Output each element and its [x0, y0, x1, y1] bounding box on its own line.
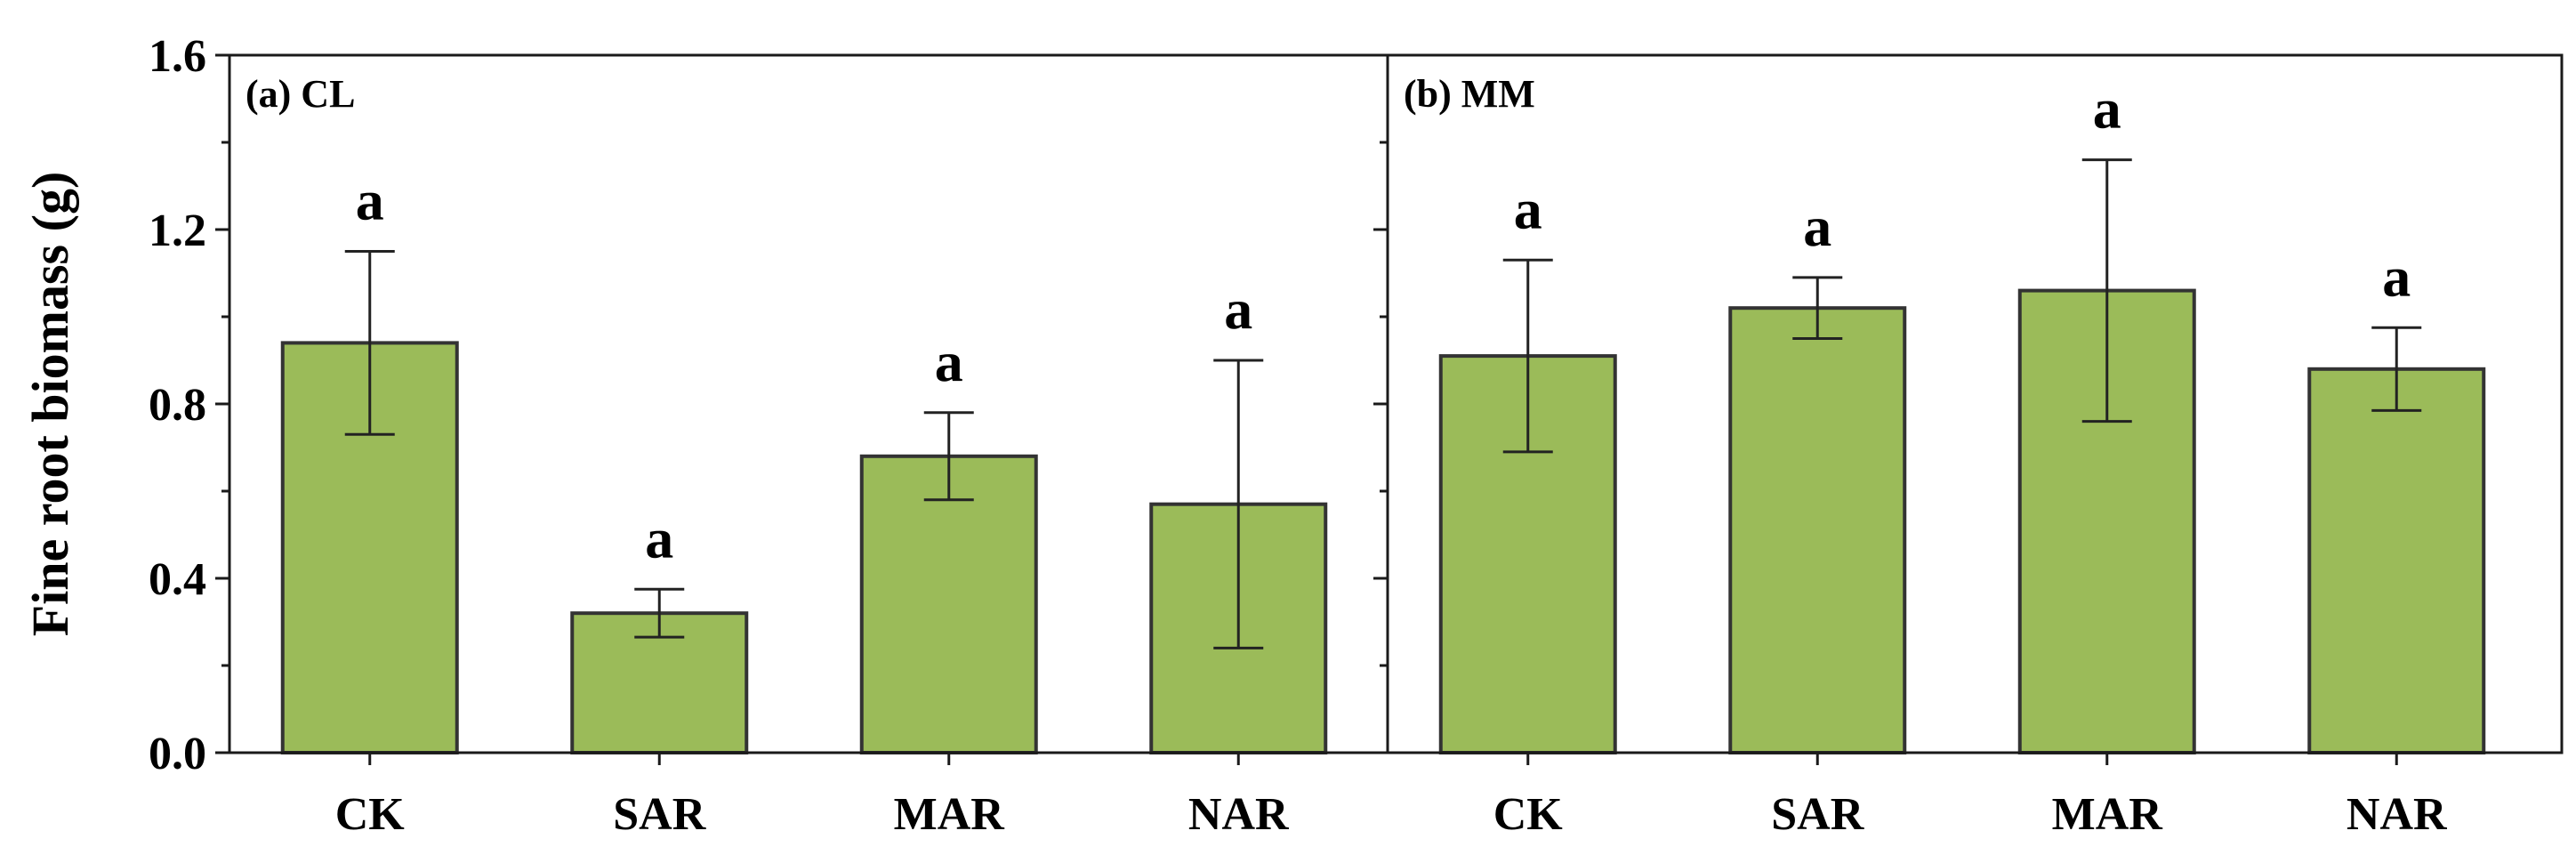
y-tick-label-1: 0.4: [149, 554, 206, 605]
panel-label-1: (b) MM: [1404, 72, 1535, 116]
bar-sar-panel-1: [1728, 306, 1907, 754]
y-tick-label-2: 0.8: [149, 380, 206, 431]
y-tick-label-0: 0.0: [149, 729, 206, 779]
x-tick-label-mar-panel-1: MAR: [2052, 789, 2164, 840]
bar-mar-panel-0: [859, 454, 1038, 754]
significance-label-nar-panel-1: a: [2382, 245, 2411, 308]
bar-nar-panel-1: [2307, 367, 2486, 754]
bars-layer: [280, 158, 2486, 755]
significance-label-sar-panel-0: a: [645, 506, 673, 569]
x-tick-label-nar-panel-0: NAR: [1188, 789, 1290, 840]
x-tick-label-ck-panel-1: CK: [1493, 789, 1564, 840]
y-axis-title: Fine root biomass (g): [21, 172, 79, 637]
significance-label-mar-panel-0: a: [935, 330, 963, 393]
significance-label-nar-panel-0: a: [1224, 278, 1252, 341]
plot-frame: [215, 53, 2564, 765]
panel-label-0: (a) CL: [246, 72, 355, 116]
x-tick-label-ck-panel-0: CK: [335, 789, 406, 840]
y-tick-label-3: 1.2: [149, 206, 206, 256]
significance-label-ck-panel-0: a: [356, 169, 384, 232]
x-tick-label-sar-panel-1: SAR: [1771, 789, 1864, 840]
text-layer: (a) CL a CK a SAR a MAR a NAR (b) MM a CK a SAR a MAR a N…: [21, 31, 2448, 840]
x-tick-label-sar-panel-0: SAR: [613, 789, 706, 840]
significance-label-ck-panel-1: a: [1514, 177, 1542, 240]
y-tick-label-4: 1.6: [149, 31, 206, 82]
significance-label-sar-panel-1: a: [1803, 195, 1831, 258]
x-tick-label-nar-panel-1: NAR: [2347, 789, 2448, 840]
significance-label-mar-panel-1: a: [2093, 77, 2121, 141]
x-tick-label-mar-panel-0: MAR: [894, 789, 1006, 840]
